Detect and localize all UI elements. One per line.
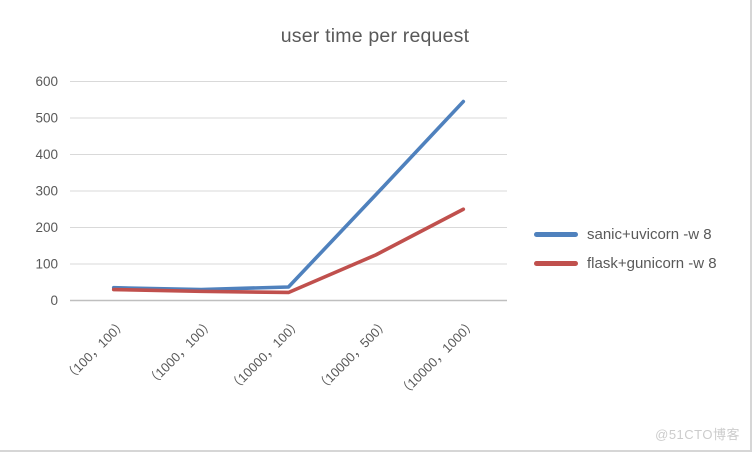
y-axis-tick-label: 400 [35,147,58,162]
legend-swatch-flask-gunicorn [534,261,578,266]
x-axis-category-label: （100，100） [61,316,130,385]
legend-item-flask-gunicorn: flask+gunicorn -w 8 [534,249,717,278]
y-axis-tick-label: 0 [50,293,58,308]
series-line-sanic-uvicorn [111,99,466,292]
x-axis-category-label: （10000，500） [313,316,392,395]
y-axis-tick-label: 600 [35,74,58,89]
chart-title: user time per request [280,25,470,47]
y-axis-tick-label: 500 [35,111,58,126]
y-axis-tick-label: 100 [35,257,58,272]
legend-label-flask-gunicorn: flask+gunicorn -w 8 [587,255,717,272]
legend-swatch-sanic-uvicorn [534,232,578,237]
y-axis-tick-label: 200 [35,220,58,235]
legend: sanic+uvicorn -w 8 flask+gunicorn -w 8 [534,220,717,278]
legend-label-sanic-uvicorn: sanic+uvicorn -w 8 [587,226,712,243]
y-axis-tick-label: 300 [35,184,58,199]
x-axis-category-label: （1000，100） [143,316,217,390]
watermark: @51CTO博客 [655,427,740,442]
x-axis-category-label: （10000，1000） [395,316,479,400]
legend-item-sanic-uvicorn: sanic+uvicorn -w 8 [534,220,717,249]
x-axis-category-label: （10000，100） [226,316,305,395]
series-line-flask-gunicorn [111,207,466,295]
